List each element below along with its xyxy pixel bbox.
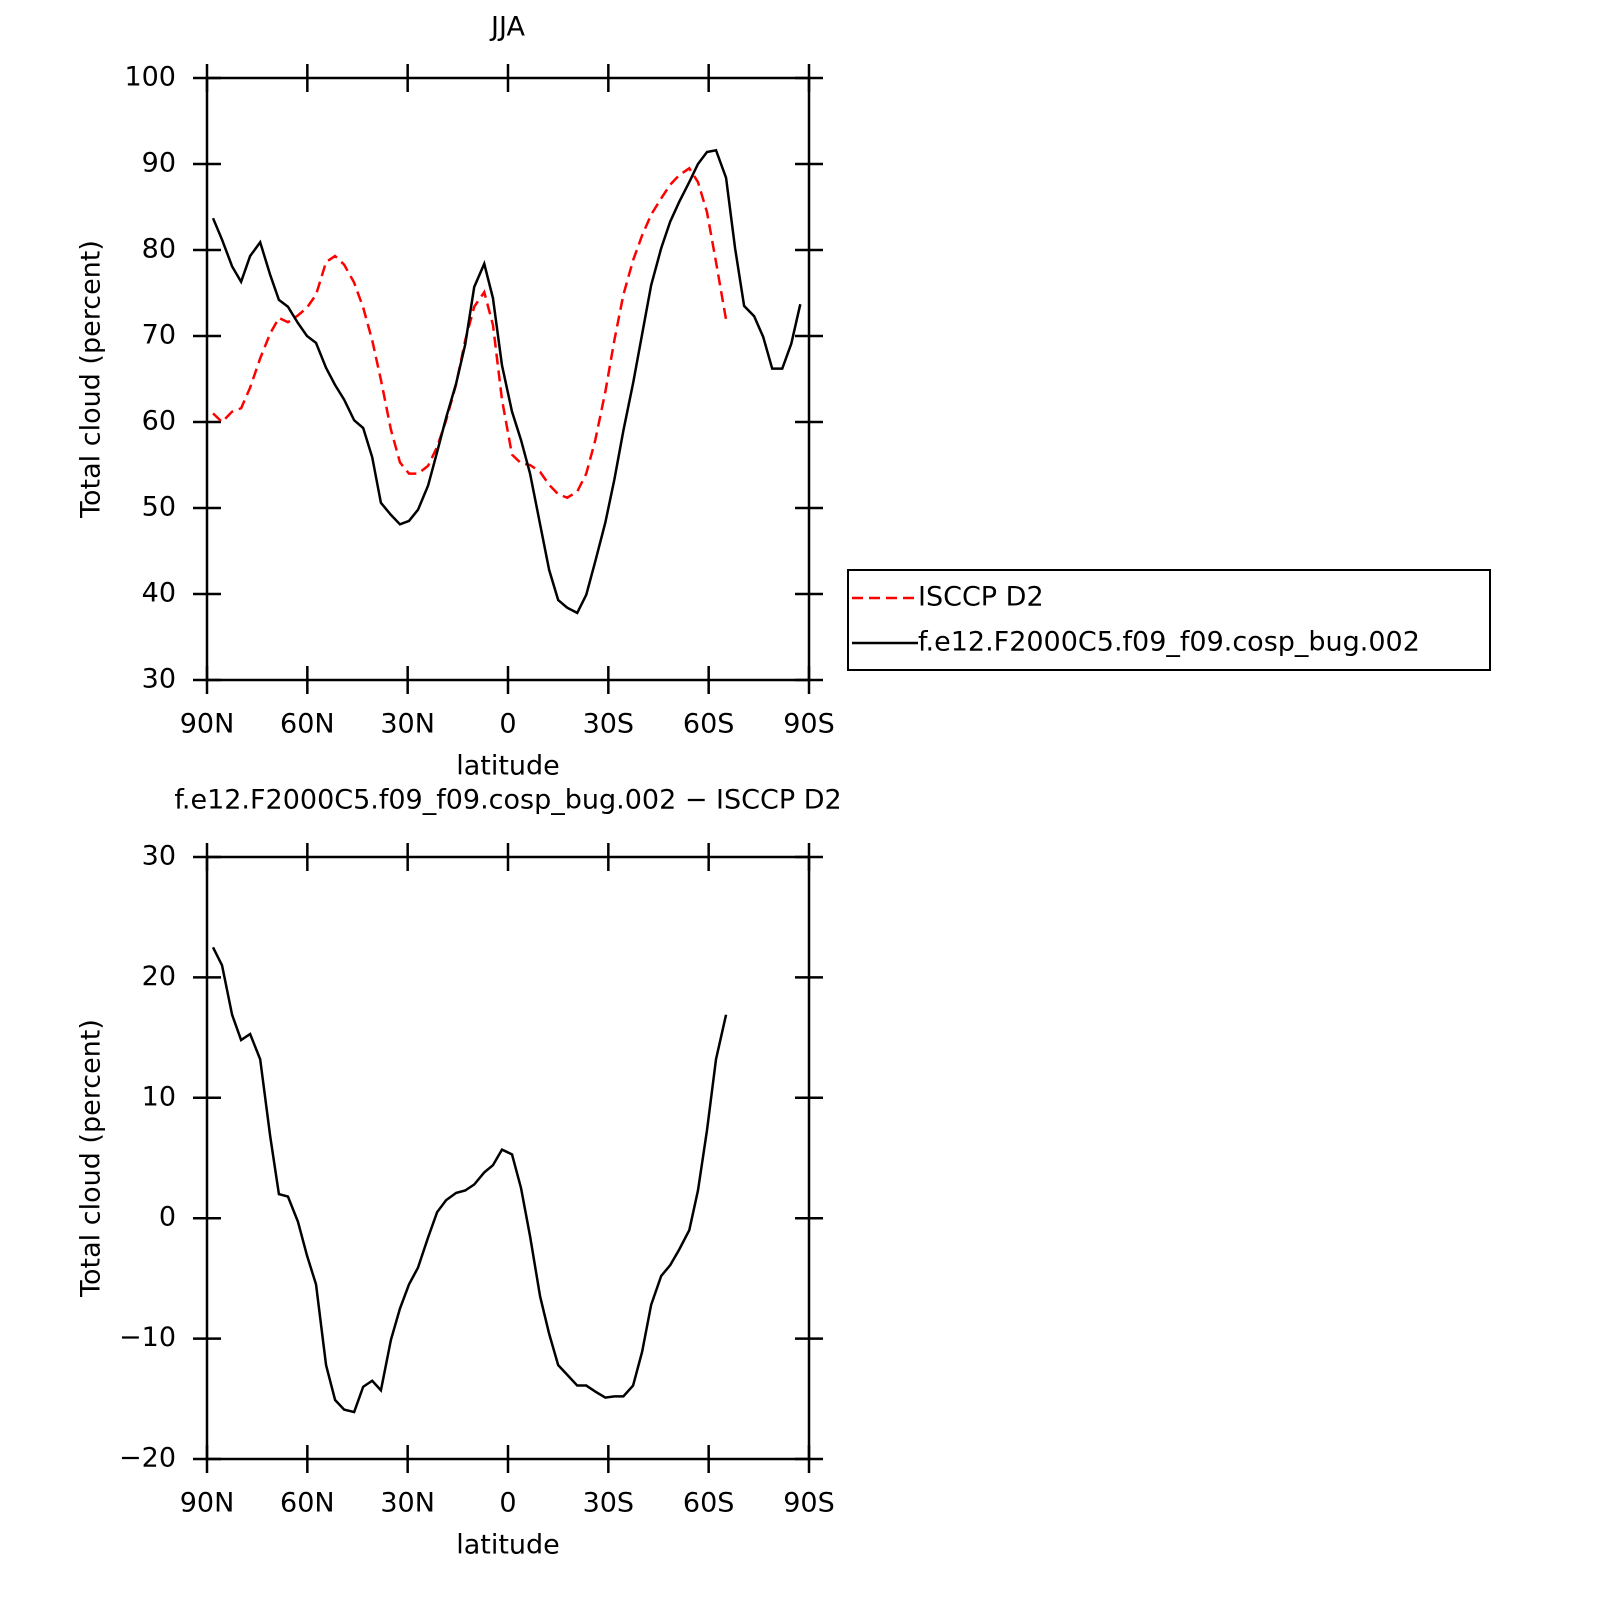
y-axis-label: Total cloud (percent) [76,1019,107,1298]
plot-frame [205,855,811,1461]
y-tick-label: 70 [142,320,176,351]
y-tick-label: −20 [119,1443,176,1474]
legend-label: f.e12.F2000C5.f09_f09.cosp_bug.002 [918,627,1420,658]
x-tick-label: 30S [583,709,635,740]
chart-title: f.e12.F2000C5.f09_f09.cosp_bug.002 − ISC… [174,785,841,816]
x-tick-label: 60N [280,1488,335,1519]
x-tick-label: 90S [783,709,835,740]
x-tick-label: 90N [180,709,235,740]
y-tick-label: 100 [124,62,176,93]
y-tick-label: 80 [142,234,176,265]
y-tick-label: 50 [142,492,176,523]
x-tick-label: 0 [499,1488,516,1519]
data-line [212,166,728,500]
x-tick-label: 90N [180,1488,235,1519]
x-tick-label: 60N [280,709,335,740]
y-tick-label: 20 [142,961,176,992]
y-tick-label: −10 [119,1322,176,1353]
legend-box [847,569,1491,671]
x-tick-label: 0 [499,709,516,740]
data-line [211,148,802,615]
y-tick-label: 60 [142,406,176,437]
y-axis-label: Total cloud (percent) [76,240,107,519]
x-tick-label: 90S [783,1488,835,1519]
y-tick-label: 40 [142,578,176,609]
x-tick-label: 60S [683,709,735,740]
y-tick-label: 0 [159,1202,176,1233]
x-axis-label: latitude [456,1530,560,1561]
y-tick-label: 30 [142,841,176,872]
x-tick-label: 60S [683,1488,735,1519]
y-tick-label: 10 [142,1081,176,1112]
y-tick-label: 30 [142,664,176,695]
x-tick-label: 30N [380,709,435,740]
chart-title: JJA [489,12,525,43]
x-tick-label: 30S [583,1488,635,1519]
legend-label: ISCCP D2 [918,582,1044,613]
x-tick-label: 30N [380,1488,435,1519]
y-tick-label: 90 [142,148,176,179]
x-axis-label: latitude [456,751,560,782]
plot-frame [205,76,811,682]
data-line [211,946,728,1414]
